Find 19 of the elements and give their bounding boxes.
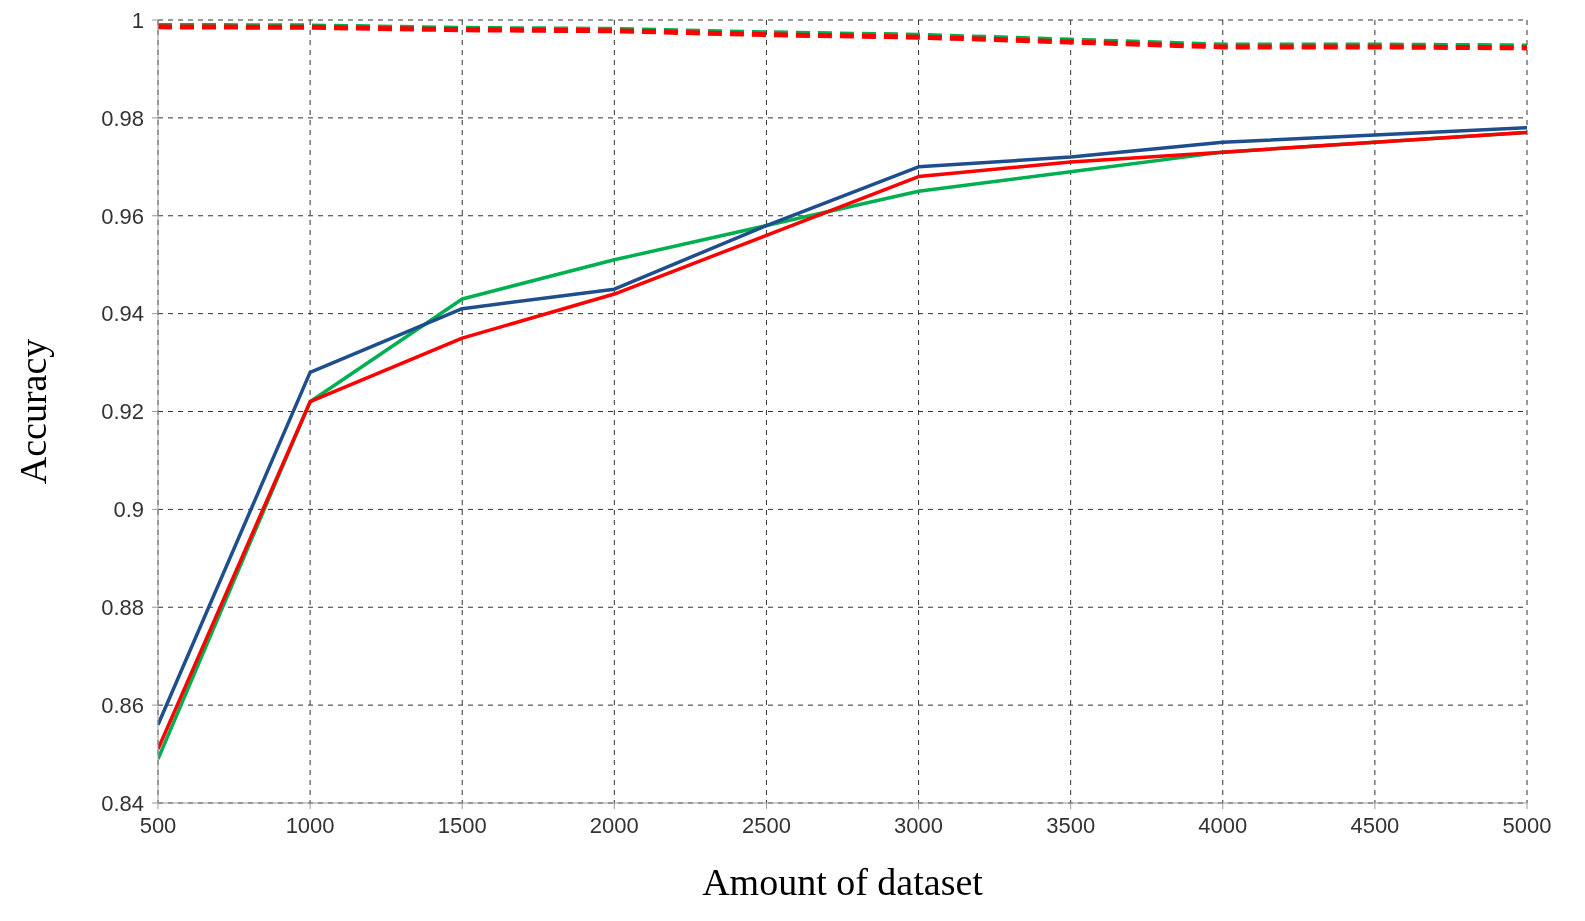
y-tick-label: 0.98 — [101, 105, 144, 131]
x-tick-label: 2500 — [741, 812, 791, 838]
x-tick-label: 4000 — [1198, 812, 1248, 838]
y-tick-label: 0.9 — [113, 497, 144, 523]
y-tick-label: 1 — [131, 7, 144, 33]
x-tick-label: 3500 — [1046, 812, 1096, 838]
x-tick-label: 2000 — [589, 812, 639, 838]
x-tick-label: 4500 — [1350, 812, 1400, 838]
x-tick-label: 5000 — [1502, 812, 1552, 838]
y-tick-label: 0.92 — [101, 399, 144, 425]
x-tick-label: 1000 — [285, 812, 335, 838]
x-tick-label: 1500 — [437, 812, 487, 838]
x-tick-label: 3000 — [894, 812, 944, 838]
y-tick-label: 0.88 — [101, 595, 144, 621]
x-axis-title: Amount of dataset — [702, 861, 984, 903]
y-tick-label: 0.96 — [101, 203, 144, 229]
y-axis-title: Accuracy — [12, 338, 55, 485]
y-tick-label: 0.94 — [101, 301, 144, 327]
y-tick-label: 0.86 — [101, 692, 144, 718]
